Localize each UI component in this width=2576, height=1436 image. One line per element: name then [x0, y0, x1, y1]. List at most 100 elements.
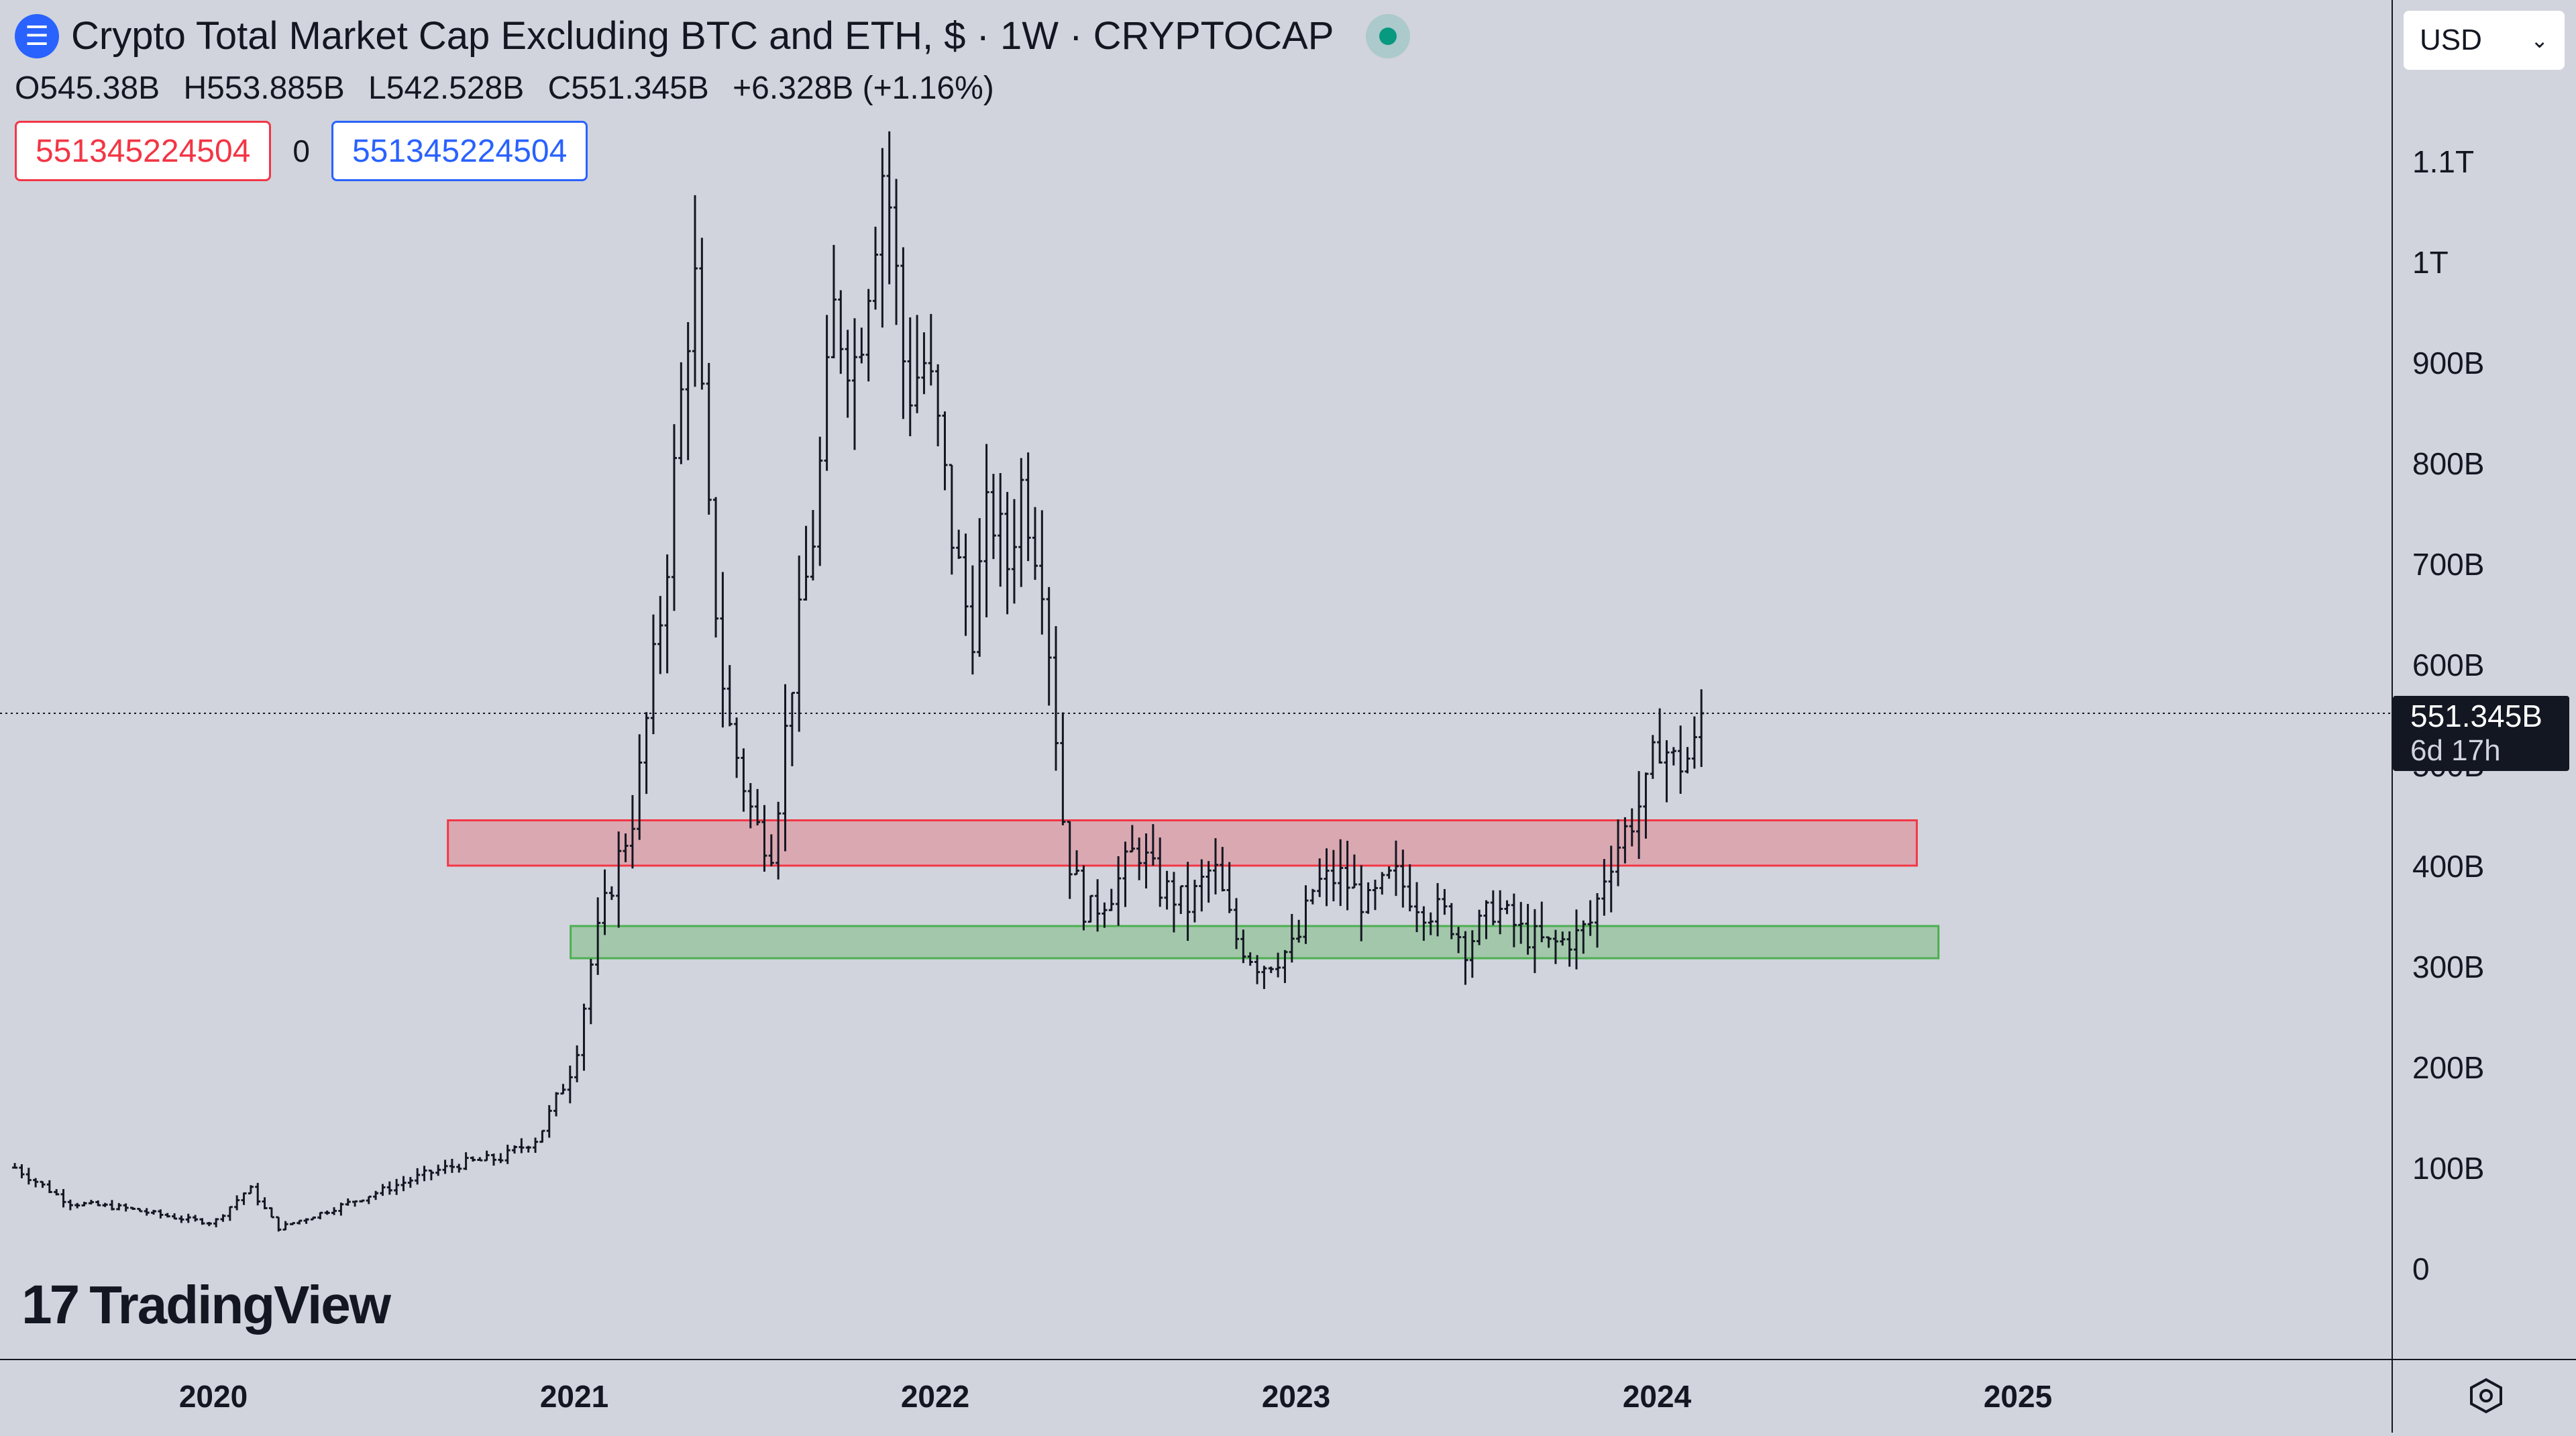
- ohlc-bar[interactable]: [1560, 931, 1566, 946]
- ohlc-bar[interactable]: [1448, 903, 1454, 939]
- ohlc-bar[interactable]: [1684, 747, 1690, 774]
- ohlc-bar[interactable]: [324, 1210, 330, 1215]
- ohlc-bar[interactable]: [54, 1189, 60, 1196]
- ohlc-bar[interactable]: [512, 1145, 518, 1154]
- ohlc-bar[interactable]: [435, 1164, 441, 1176]
- ohlc-bar[interactable]: [213, 1218, 219, 1227]
- ohlc-bar[interactable]: [1060, 712, 1066, 825]
- ohlc-bar[interactable]: [741, 748, 747, 812]
- ohlc-bar[interactable]: [1456, 927, 1462, 954]
- ohlc-bar[interactable]: [1490, 890, 1496, 925]
- ohlc-bar[interactable]: [151, 1209, 157, 1215]
- ohlc-bar[interactable]: [838, 290, 844, 374]
- ohlc-bar[interactable]: [1296, 919, 1302, 943]
- ohlc-bar[interactable]: [19, 1164, 25, 1178]
- ohlc-bar[interactable]: [234, 1195, 240, 1211]
- ohlc-bar[interactable]: [1379, 872, 1385, 895]
- ohlc-bar[interactable]: [359, 1199, 365, 1202]
- ohlc-bar[interactable]: [1469, 930, 1475, 978]
- chart-plot-area[interactable]: [0, 0, 2392, 1359]
- ohlc-bar[interactable]: [1282, 950, 1288, 983]
- ohlc-bar[interactable]: [1393, 840, 1399, 896]
- ohlc-bar[interactable]: [1421, 906, 1427, 941]
- ohlc-bar[interactable]: [942, 411, 948, 491]
- ohlc-bar[interactable]: [623, 833, 629, 862]
- ohlc-bar[interactable]: [983, 444, 989, 617]
- ohlc-bar[interactable]: [574, 1045, 580, 1082]
- ohlc-bar[interactable]: [595, 897, 601, 975]
- ohlc-bar[interactable]: [720, 572, 726, 728]
- ohlc-bar[interactable]: [602, 869, 608, 935]
- ohlc-bar[interactable]: [1552, 929, 1558, 964]
- ohlc-bar[interactable]: [178, 1215, 184, 1223]
- ohlc-bar[interactable]: [1011, 499, 1017, 604]
- ohlc-bar[interactable]: [1081, 865, 1087, 931]
- ohlc-bar[interactable]: [1622, 817, 1628, 864]
- ohlc-bar[interactable]: [400, 1176, 407, 1192]
- ohlc-bar[interactable]: [262, 1197, 268, 1210]
- left-value-box[interactable]: 551345224504: [15, 121, 272, 181]
- ohlc-bar[interactable]: [1102, 902, 1108, 928]
- ohlc-bar[interactable]: [1254, 955, 1260, 984]
- ohlc-bar[interactable]: [206, 1222, 212, 1227]
- ohlc-bar[interactable]: [1615, 819, 1621, 886]
- ohlc-bar[interactable]: [498, 1153, 504, 1164]
- ohlc-bar[interactable]: [921, 332, 927, 395]
- ohlc-bar[interactable]: [914, 315, 920, 413]
- ohlc-bar[interactable]: [894, 178, 900, 325]
- ohlc-bar[interactable]: [533, 1137, 539, 1153]
- ohlc-bar[interactable]: [317, 1211, 323, 1220]
- ohlc-bar[interactable]: [879, 148, 885, 328]
- ohlc-bar[interactable]: [67, 1199, 73, 1211]
- ohlc-bar[interactable]: [144, 1208, 150, 1216]
- ohlc-bar[interactable]: [519, 1138, 525, 1153]
- ohlc-bar[interactable]: [886, 131, 892, 285]
- ohlc-bar[interactable]: [1226, 862, 1232, 913]
- ohlc-bar[interactable]: [810, 510, 816, 580]
- ohlc-bar[interactable]: [859, 327, 865, 364]
- ohlc-bar[interactable]: [657, 596, 663, 674]
- ohlc-bar[interactable]: [525, 1145, 531, 1153]
- ohlc-bar[interactable]: [1414, 882, 1420, 933]
- time-axis[interactable]: 2020 2021 2022 2023 2024 2025: [0, 1360, 2392, 1433]
- ohlc-bar[interactable]: [616, 831, 622, 928]
- ohlc-bar[interactable]: [1580, 920, 1587, 954]
- ohlc-bar[interactable]: [1477, 909, 1483, 945]
- ohlc-bar[interactable]: [1518, 902, 1524, 944]
- ohlc-bar[interactable]: [504, 1144, 511, 1164]
- ohlc-bar[interactable]: [1247, 952, 1253, 966]
- ohlc-bar[interactable]: [394, 1178, 400, 1195]
- ohlc-bar[interactable]: [366, 1195, 372, 1204]
- ohlc-bar[interactable]: [1164, 870, 1170, 910]
- ohlc-bar[interactable]: [1407, 864, 1413, 912]
- ohlc-bar[interactable]: [484, 1150, 490, 1162]
- ohlc-bar[interactable]: [1261, 966, 1267, 989]
- ohlc-bar[interactable]: [1386, 866, 1392, 879]
- ohlc-bar[interactable]: [629, 794, 635, 869]
- ohlc-bar[interactable]: [1511, 893, 1517, 947]
- ohlc-bar[interactable]: [1199, 859, 1205, 912]
- ohlc-bar[interactable]: [637, 734, 643, 840]
- ohlc-bar[interactable]: [1087, 894, 1093, 923]
- ohlc-bar[interactable]: [81, 1201, 87, 1207]
- ohlc-bar[interactable]: [699, 238, 705, 390]
- ohlc-bar[interactable]: [727, 665, 733, 727]
- ohlc-bar[interactable]: [1483, 900, 1489, 939]
- ohlc-bar[interactable]: [1657, 708, 1663, 764]
- chart-settings-icon[interactable]: [2466, 1376, 2506, 1416]
- ohlc-bar[interactable]: [116, 1202, 122, 1211]
- ohlc-bar[interactable]: [95, 1200, 101, 1207]
- ohlc-bar[interactable]: [185, 1213, 191, 1223]
- ohlc-bar[interactable]: [137, 1207, 143, 1213]
- ohlc-bar[interactable]: [1504, 900, 1510, 915]
- ohlc-bar[interactable]: [386, 1181, 392, 1195]
- support-zone[interactable]: [570, 925, 1940, 960]
- ohlc-bar[interactable]: [1129, 825, 1135, 853]
- ohlc-bar[interactable]: [1365, 882, 1371, 914]
- ohlc-bar[interactable]: [1643, 772, 1649, 839]
- ohlc-bar[interactable]: [74, 1202, 80, 1209]
- ohlc-bar[interactable]: [775, 801, 782, 880]
- ohlc-bar[interactable]: [1171, 872, 1177, 933]
- ohlc-bar[interactable]: [268, 1207, 274, 1219]
- ohlc-bar[interactable]: [1678, 725, 1684, 794]
